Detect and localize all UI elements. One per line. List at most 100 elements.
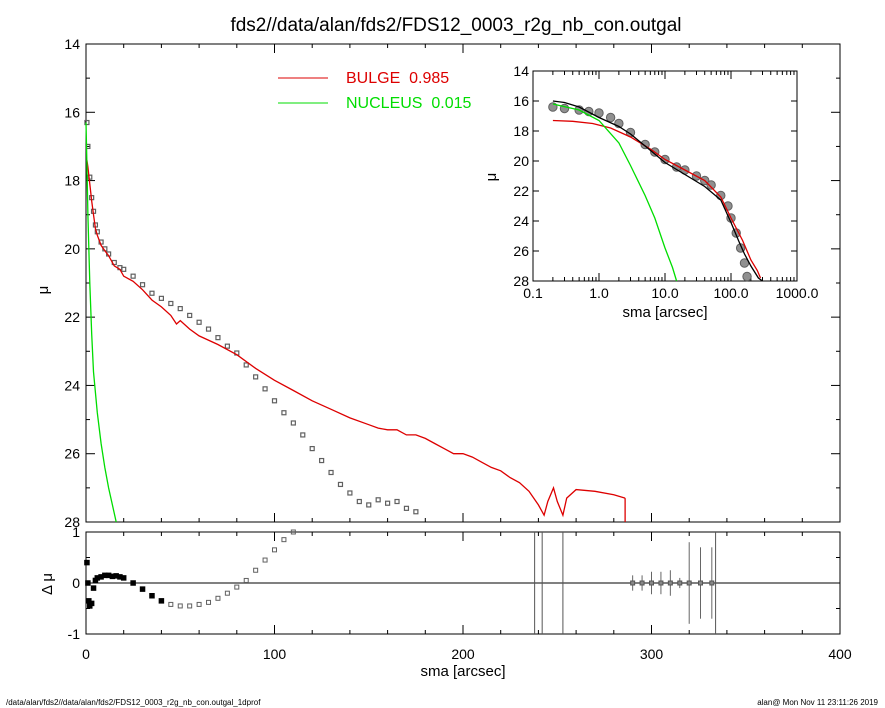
inset-y-tick-label: 14 — [513, 63, 529, 79]
inset-y-axis-label: μ — [483, 173, 500, 182]
residual-data-point — [187, 603, 193, 609]
main-data-point — [196, 319, 202, 325]
main-data-point — [253, 374, 259, 380]
residual-x-tick-label: 100 — [263, 646, 287, 662]
main-data-point — [337, 481, 344, 488]
main-data-point — [187, 312, 193, 319]
residual-sparse-point — [686, 580, 692, 586]
residual-data-point — [177, 603, 183, 609]
footer-timestamp: alan@ Mon Nov 11 23:11:26 2019 — [757, 698, 878, 707]
residual-sparse-point — [677, 580, 683, 586]
inset-x-axis-label: sma [arcsec] — [622, 304, 707, 321]
residual-data-point — [281, 537, 287, 543]
inset-bulge-line — [552, 119, 762, 279]
main-data-point — [394, 498, 400, 505]
legend-nucleus-label: NUCLEUS 0.015 — [346, 95, 471, 112]
residual-data-point — [149, 593, 155, 599]
main-bulge-line — [86, 160, 626, 518]
residual-sparse-point — [630, 580, 636, 586]
y-tick-label: 14 — [64, 36, 80, 52]
main-data-point — [403, 505, 410, 511]
y-tick-label: 22 — [64, 309, 80, 325]
y-tick-label: 24 — [64, 377, 80, 393]
main-data-point — [309, 445, 315, 452]
residual-data-point — [120, 575, 127, 581]
inset-x-tick-label: 1000.0 — [776, 285, 819, 301]
main-nucleus-line — [85, 122, 117, 523]
main-axes: 14 16 18 20 22 24 26 28 μ — [35, 36, 841, 530]
residual-x-tick-label: 200 — [451, 646, 475, 662]
main-data-point — [139, 282, 146, 288]
residual-sparse-point — [698, 580, 704, 586]
residual-y-tick-label: 1 — [72, 524, 80, 540]
residual-sparse-point — [667, 580, 673, 586]
main-data-point — [262, 386, 268, 392]
main-data-point — [205, 326, 212, 332]
residual-data-point — [224, 590, 230, 596]
main-data-point — [130, 273, 136, 279]
y-tick-label: 28 — [64, 514, 80, 530]
y-tick-label: 20 — [64, 241, 80, 257]
inset-axes: 14 16 18 20 22 24 26 280.1 1.0 10.0 100.0 1000.0 sma… — [483, 61, 819, 323]
inset-y-tick-label: 22 — [513, 183, 529, 199]
main-data-point — [158, 295, 164, 301]
main-data-point — [347, 490, 353, 496]
residual-y-axis-label: Δ μ — [39, 573, 56, 595]
main-y-axis-label: μ — [35, 286, 52, 295]
inset-nucleus-line — [552, 103, 678, 282]
residual-data-point — [196, 601, 202, 607]
residual-series — [84, 529, 717, 634]
legend-bulge-label: BULGE 0.985 — [346, 70, 449, 87]
residual-data-point — [139, 586, 146, 592]
chart-title: fds2//data/alan/fds2/FDS12_0003_r2g_nb_c… — [230, 15, 681, 36]
residual-x-tick-label: 400 — [828, 646, 852, 662]
main-data-point — [243, 362, 249, 368]
residual-x-tick-label: 300 — [640, 646, 664, 662]
residual-x-axis-label: sma [arcsec] — [420, 663, 505, 680]
residual-y-tick-label: 0 — [72, 575, 80, 591]
residual-data-point — [90, 585, 97, 591]
inset-x-tick-label: 10.0 — [651, 285, 678, 301]
residual-data-point — [290, 529, 296, 535]
inset-y-tick-label: 16 — [513, 93, 529, 109]
residual-data-point — [206, 599, 212, 605]
residual-data-point — [84, 559, 90, 566]
inset-y-tick-label: 18 — [513, 123, 529, 139]
residual-data-point — [234, 584, 240, 590]
residual-data-point — [85, 580, 91, 586]
residual-y-tick-label: -1 — [68, 626, 81, 642]
residual-data-point — [88, 600, 95, 607]
main-series — [84, 119, 626, 523]
inset-y-tick-label: 26 — [513, 243, 529, 259]
residual-data-point — [243, 577, 249, 583]
inset-data-point — [605, 112, 616, 123]
residual-sparse-point — [649, 580, 654, 586]
main-data-point — [149, 290, 155, 296]
inset-series — [548, 100, 763, 282]
residual-data-point — [158, 598, 165, 604]
residual-data-point — [168, 601, 174, 607]
inset-x-tick-label: 100.0 — [713, 285, 748, 301]
inset-model-line — [552, 100, 763, 282]
residual-data-point — [272, 547, 277, 553]
main-data-point — [328, 469, 334, 476]
inset-x-tick-label: 0.1 — [523, 285, 543, 301]
residual-sparse-point — [709, 580, 715, 586]
inset-data-point — [706, 180, 716, 190]
main-data-point — [281, 410, 287, 416]
main-data-point — [121, 266, 127, 272]
residual-data-point — [253, 567, 259, 573]
main-data-point — [215, 335, 221, 341]
main-data-point — [319, 457, 325, 464]
residual-sparse-point — [639, 580, 645, 586]
main-data-point — [366, 502, 372, 508]
inset-y-tick-label: 28 — [513, 273, 529, 289]
main-data-point — [177, 306, 183, 312]
main-data-point — [84, 119, 90, 126]
y-tick-label: 26 — [64, 446, 80, 462]
main-data-point — [168, 300, 174, 307]
main-data-point — [300, 432, 306, 438]
residual-data-point — [215, 595, 221, 601]
inset-background — [521, 61, 809, 323]
